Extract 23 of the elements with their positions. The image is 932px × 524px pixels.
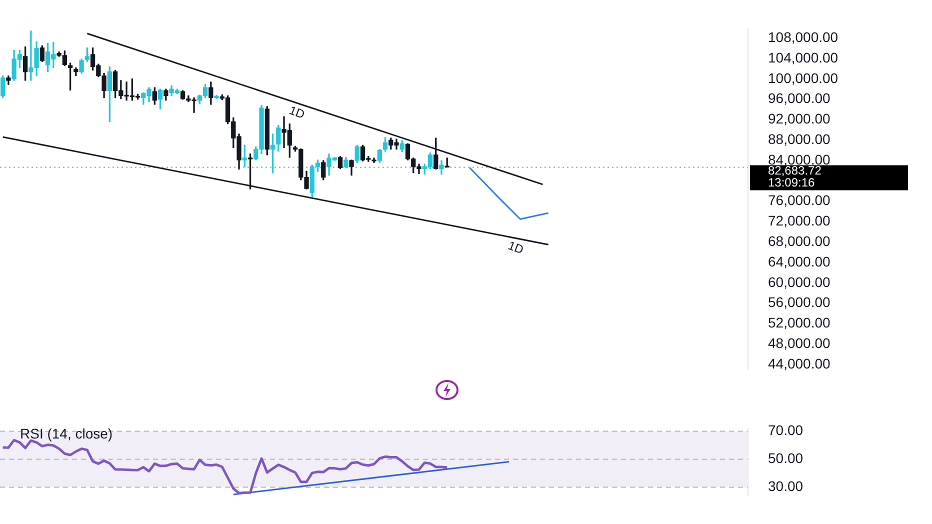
y-tick-label: 48,000.00 [768, 334, 830, 351]
y-tick-label: 30.00 [768, 478, 804, 494]
y-tick-label: 100,000.00 [768, 70, 838, 86]
chart-title: RSI (14, close) [20, 425, 113, 442]
y-tick-label: 96,000.00 [768, 90, 830, 106]
annotation: 1D [287, 103, 307, 122]
text: 13:09:16 [768, 176, 816, 190]
y-tick-label: 108,000.00 [768, 28, 838, 45]
y-tick-label: 72,000.00 [768, 212, 830, 229]
y-tick-label: 68,000.00 [768, 232, 830, 249]
y-tick-label: 104,000.00 [768, 49, 838, 66]
y-tick-label: 50.00 [768, 450, 804, 466]
y-tick-label: 70.00 [768, 422, 804, 438]
y-tick-label: 88,000.00 [768, 130, 830, 147]
y-tick-label: 60,000.00 [768, 274, 830, 290]
y-tick-label: 92,000.00 [768, 110, 830, 127]
y-tick-label: 84,000.00 [768, 151, 830, 168]
y-tick-label: 52,000.00 [768, 314, 830, 331]
y-tick-label: 56,000.00 [768, 294, 830, 310]
y-tick-label: 76,000.00 [768, 192, 830, 208]
y-tick-label: 44,000.00 [768, 355, 830, 372]
y-tick-label: 64,000.00 [768, 253, 830, 270]
annotation: 1D [506, 238, 526, 257]
